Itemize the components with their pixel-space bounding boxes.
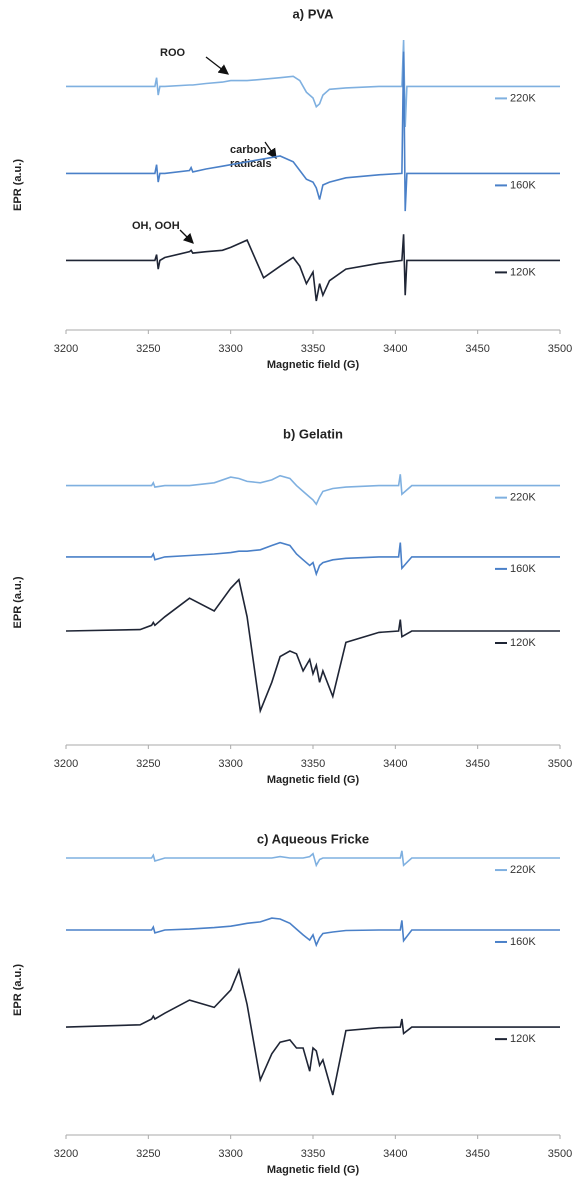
spectrum-line [65, 967, 560, 1096]
annotation: radicals [230, 158, 272, 170]
legend-label: 120K [510, 266, 536, 278]
x-tick-label: 3450 [465, 1148, 489, 1160]
x-tick-label: 3500 [548, 758, 572, 770]
annotation: OH, OOH [132, 220, 180, 232]
x-tick-label: 3200 [54, 343, 78, 355]
legend-label: 220K [510, 492, 536, 504]
annotation-arrow [179, 229, 194, 244]
spectrum-line [66, 474, 560, 506]
legend-label: 220K [510, 864, 536, 876]
x-tick-label: 3300 [218, 1148, 242, 1160]
y-axis-label: EPR (a.u.) [12, 159, 24, 211]
y-axis-label: EPR (a.u.) [12, 576, 24, 628]
x-tick-label: 3450 [465, 758, 489, 770]
x-axis-label: Magnetic field (G) [267, 774, 360, 786]
spectrum-line [66, 917, 560, 948]
chart-title: c) Aqueous Fricke [257, 831, 369, 846]
x-tick-label: 3250 [136, 758, 160, 770]
x-tick-label: 3400 [383, 758, 407, 770]
spectrum-line [66, 39, 560, 128]
legend-label: 160K [510, 936, 536, 948]
x-tick-label: 3250 [136, 343, 160, 355]
spectrum-line [66, 234, 560, 302]
x-tick-label: 3400 [383, 343, 407, 355]
annotation: ROO [160, 47, 186, 59]
spectrum-line [66, 51, 560, 212]
x-tick-label: 3350 [301, 343, 325, 355]
x-tick-label: 3300 [218, 343, 242, 355]
legend-label: 220K [510, 92, 536, 104]
x-tick-label: 3350 [301, 758, 325, 770]
legend-label: 160K [510, 563, 536, 575]
x-tick-label: 3400 [383, 1148, 407, 1160]
spectrum-line [66, 541, 560, 577]
chart-title: b) Gelatin [283, 426, 343, 441]
x-tick-label: 3500 [548, 343, 572, 355]
x-tick-label: 3200 [54, 1148, 78, 1160]
x-axis-label: Magnetic field (G) [267, 1164, 360, 1176]
annotation: carbon [230, 144, 267, 156]
spectrum-line [66, 850, 560, 868]
legend-label: 120K [510, 637, 536, 649]
spectrum-line [65, 578, 560, 714]
x-tick-label: 3500 [548, 1148, 572, 1160]
chart-title: a) PVA [293, 6, 335, 21]
legend-label: 120K [510, 1033, 536, 1045]
annotation-arrow [264, 141, 277, 160]
y-axis-label: EPR (a.u.) [12, 964, 24, 1016]
x-tick-label: 3250 [136, 1148, 160, 1160]
legend-label: 160K [510, 179, 536, 191]
x-tick-label: 3300 [218, 758, 242, 770]
x-tick-label: 3350 [301, 1148, 325, 1160]
x-tick-label: 3200 [54, 758, 78, 770]
x-tick-label: 3450 [465, 343, 489, 355]
annotation-arrow [205, 56, 230, 75]
x-axis-label: Magnetic field (G) [267, 359, 360, 371]
